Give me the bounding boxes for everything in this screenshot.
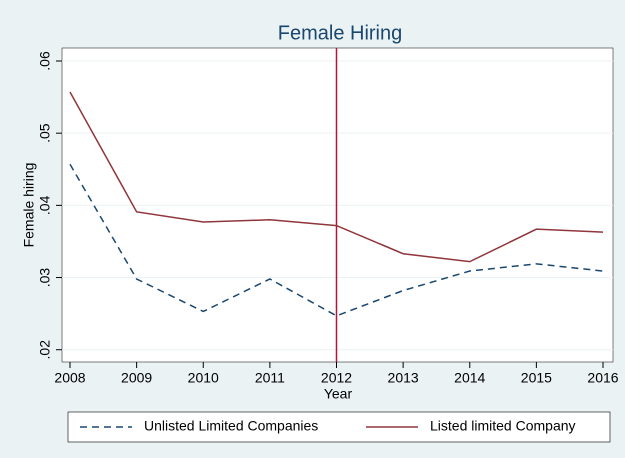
y-tick-label: .02 <box>37 340 53 360</box>
x-tick-label: 2008 <box>54 370 85 386</box>
x-tick-label: 2012 <box>321 370 352 386</box>
x-tick-label: 2009 <box>121 370 152 386</box>
x-tick-label: 2011 <box>255 370 285 386</box>
y-axis-label: Female hiring <box>21 163 37 248</box>
y-tick-label: .04 <box>37 195 53 215</box>
y-tick-label: .06 <box>37 51 53 71</box>
x-tick-label: 2014 <box>454 370 485 386</box>
legend-label: Unlisted Limited Companies <box>144 418 318 434</box>
chart-title: Female Hiring <box>278 22 402 44</box>
y-tick-label: .03 <box>37 268 53 288</box>
legend-box <box>67 411 611 443</box>
x-tick-label: 2013 <box>388 370 419 386</box>
x-tick-label: 2015 <box>521 370 552 386</box>
y-tick-label: .05 <box>37 123 53 143</box>
legend-label: Listed limited Company <box>430 418 576 434</box>
x-tick-label: 2016 <box>587 370 618 386</box>
series-line <box>69 91 604 263</box>
x-tick-label: 2010 <box>188 370 219 386</box>
series-line <box>69 163 604 317</box>
x-axis-label: Year <box>324 386 353 402</box>
